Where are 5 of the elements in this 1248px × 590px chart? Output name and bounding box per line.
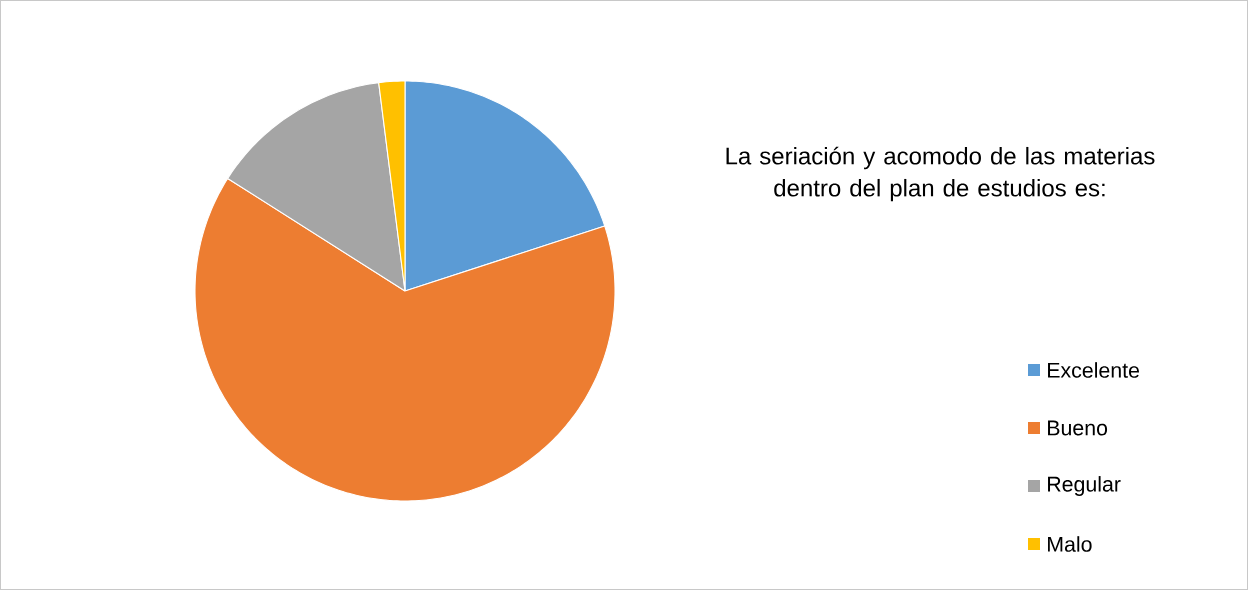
text: La seriación y acomodo de las materias dentro del plan de estudios es: (726, 146, 1155, 202)
legend-label: Bueno (1048, 420, 1108, 436)
legend-label: Excelente (1048, 362, 1140, 378)
legend-label: Regular (1048, 476, 1121, 496)
legend-label: Malo (1048, 536, 1092, 552)
